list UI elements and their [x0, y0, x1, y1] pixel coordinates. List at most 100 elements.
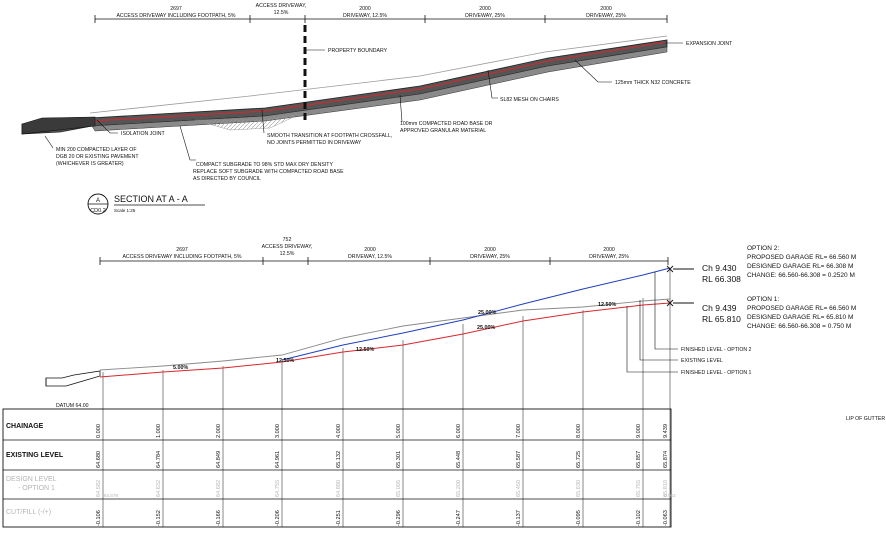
chainage-cell: 9.439 [663, 424, 669, 438]
cut-fill-cell: -0.166 [216, 510, 222, 526]
option-2-line-2: DESIGNED GARAGE RL= 66.308 M [747, 263, 853, 270]
top-dim-label-2b: 12.5% [274, 10, 289, 16]
dgb-label-2: DGB 20 OR EXISTING PAVEMENT [56, 154, 139, 160]
chainage-cell: 3.000 [275, 424, 281, 438]
profile-dim-label-4: DRIVEWAY, 25% [470, 254, 510, 260]
edge-design-value: 64.576 [104, 493, 118, 498]
option-1-title: OPTION 1: [747, 296, 779, 303]
property-boundary-label: PROPERTY BOUNDARY [328, 48, 388, 54]
existing-level-cell: 65.725 [576, 451, 582, 468]
existing-level-cell: 64.680 [96, 451, 102, 468]
chainage-cell: 1.000 [156, 424, 162, 438]
option-2-line [281, 267, 671, 361]
design-level-cell: 65.755 [636, 480, 642, 497]
cut-fill-cell: -0.247 [456, 510, 462, 526]
existing-level-cell: 65.448 [456, 451, 462, 468]
option-1-line-1: PROPOSED GARAGE RL= 66.560 M [747, 305, 856, 312]
cut-fill-cell: -0.102 [636, 510, 642, 526]
existing-level-cell: 65.132 [336, 451, 342, 468]
chainage-cell: 9.000 [636, 424, 642, 438]
design-level-cell: 65.200 [456, 480, 462, 497]
grade-label-3: 12.50% [356, 347, 374, 353]
row-header-chainage: CHAINAGE [6, 423, 44, 430]
cut-fill-cell: -0.251 [336, 510, 342, 526]
chainage-cell: 5.000 [396, 424, 402, 438]
chainage-cell: 8.000 [576, 424, 582, 438]
smooth-transition-label-2: NO JOINTS PERMITTED IN DRIVEWAY [267, 140, 362, 146]
cut-fill-cell: -0.063 [663, 510, 669, 526]
mesh-label: SL82 MESH ON CHAIRS [500, 97, 559, 103]
dgb-label-1: MIN 200 COMPACTED LAYER OF [56, 147, 137, 153]
lip-of-gutter-label: LIP OF GUTTER [846, 416, 885, 422]
concrete-label: 125mm THICK N32 CONCRETE [615, 80, 691, 86]
cut-fill-cell: -0.152 [156, 510, 162, 526]
profile-dim-label-1: ACCESS DRIVEWAY INCLUDING FOOTPATH, 5% [122, 254, 241, 260]
option-1-line-2: DESIGNED GARAGE RL= 65.810 M [747, 314, 853, 321]
chainage-cell: 7.000 [516, 424, 522, 438]
chainage-cell: 4.000 [336, 424, 342, 438]
option-1-line [99, 302, 671, 378]
profile-dim-label-5: DRIVEWAY, 25% [589, 254, 629, 260]
profile-dim-label-2: ACCESS DRIVEWAY, [262, 244, 313, 250]
section-tag-letter: A [96, 198, 100, 204]
top-dim-value-3: 2000 [359, 6, 371, 12]
option-2-line-3: CHANGE: 66.560-66.308 = 0.2520 M [747, 272, 855, 279]
isolation-joint-label: ISOLATION JOINT [121, 131, 166, 137]
subgrade-label-3: AS DIRECTED BY COUNCIL [193, 176, 261, 182]
grade-label-6: 12.50% [598, 302, 616, 308]
end-point-1-ch: Ch 9.439 [702, 303, 737, 313]
subgrade-label-2: REPLACE SOFT SUBGRADE WITH COMPACTED ROA… [193, 169, 344, 175]
edge-cut-value: 0.063 [664, 493, 676, 498]
profile-dim-value-5: 2000 [603, 247, 615, 253]
profile-dim-label-2b: 12.5% [280, 251, 295, 257]
profile: 2697 ACCESS DRIVEWAY INCLUDING FOOTPATH,… [45, 237, 885, 422]
existing-level-cell: 65.857 [636, 451, 642, 468]
row-header-design: DESIGN LEVEL [6, 476, 57, 483]
top-dim-value-1: 2697 [170, 6, 182, 12]
profile-dim-value-3: 2000 [364, 247, 376, 253]
legend-existing: EXISTING LEVEL [681, 358, 723, 364]
option-1-line-3: CHANGE: 66.560-66.308 = 0.750 M [747, 323, 851, 330]
cut-fill-cell: -0.206 [275, 510, 281, 526]
design-level-cell: 64.682 [216, 480, 222, 497]
design-level-cell: 64.632 [156, 480, 162, 497]
row-header-cutfill: CUT/FILL (-/+) [6, 509, 51, 516]
cut-fill-cell: -0.095 [576, 510, 582, 526]
grade-label-4: 25.00% [478, 310, 496, 316]
existing-level-cell: 64.849 [216, 451, 222, 468]
design-level-cell: 65.005 [396, 480, 402, 497]
profile-dim-value-1: 2697 [176, 247, 188, 253]
design-level-cell: 64.582 [96, 480, 102, 497]
kerb [21, 116, 96, 135]
profile-dim-label-3: DRIVEWAY, 12.5% [348, 254, 392, 260]
top-dim-label-3: DRIVEWAY, 12.5% [343, 13, 387, 19]
top-dim-label-4: DRIVEWAY, 25% [465, 13, 505, 19]
section-tag-sheet: CD0.2 [90, 208, 106, 214]
top-dim-value-4: 2000 [479, 6, 491, 12]
chainage-cell: 2.000 [216, 424, 222, 438]
road-base-label-2: APPROVED GRANULAR MATERIAL [400, 128, 486, 134]
design-level-cell: 65.630 [576, 480, 582, 497]
legend-option-1: FINISHED LEVEL - OPTION 1 [681, 370, 752, 376]
section-title: SECTION AT A - A [114, 194, 188, 204]
chainage-cell: 0.000 [96, 424, 102, 438]
option-2-title: OPTION 2: [747, 245, 779, 252]
grade-label-2: 12.50% [276, 358, 294, 364]
existing-level-cell: 65.587 [516, 451, 522, 468]
datum-label: DATUM 64.00 [56, 403, 89, 409]
level-table: CHAINAGE EXISTING LEVEL DESIGN LEVEL - O… [2, 408, 676, 528]
cut-fill-cell: -0.106 [96, 510, 102, 526]
expansion-joint-label: EXPANSION JOINT [686, 41, 733, 47]
top-dim-label-2: ACCESS DRIVEWAY, [256, 3, 307, 9]
design-level-cell: 65.450 [516, 480, 522, 497]
end-point-2-rl: RL 66.308 [702, 274, 741, 284]
chainage-cell: 6.000 [456, 424, 462, 438]
option-2-line-1: PROPOSED GARAGE RL= 66.560 M [747, 254, 856, 261]
profile-dim-value-4: 2000 [484, 247, 496, 253]
profile-dim-value-2: 752 [283, 237, 292, 243]
cut-fill-cell: -0.296 [396, 510, 402, 526]
section-top: 2697 ACCESS DRIVEWAY INCLUDING FOOTPATH,… [21, 3, 733, 215]
grade-label-5: 25.00% [477, 325, 495, 331]
top-dim-label-5: DRIVEWAY, 25% [586, 13, 626, 19]
